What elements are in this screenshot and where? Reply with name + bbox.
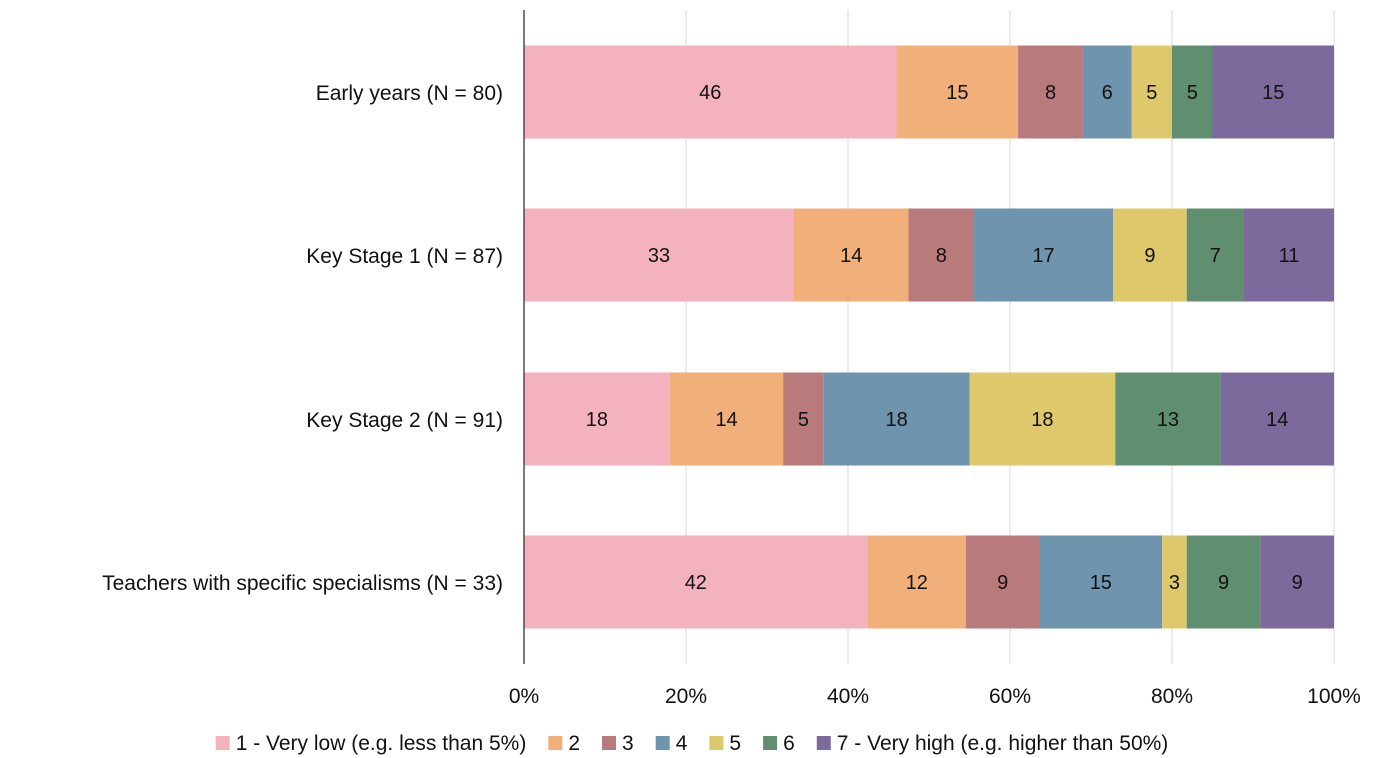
x-tick-label: 0% — [509, 685, 539, 708]
category-label: Key Stage 2 (N = 91) — [306, 409, 503, 432]
bar-segment — [524, 45, 897, 139]
legend-swatch — [655, 736, 670, 750]
legend-swatch — [816, 736, 831, 750]
data-label: 15 — [1090, 572, 1112, 594]
data-label: 9 — [1144, 245, 1155, 267]
bar-segment — [974, 208, 1114, 302]
x-tick-label: 40% — [827, 685, 869, 708]
bar-segment — [1244, 208, 1334, 302]
data-label: 5 — [798, 409, 809, 431]
data-label: 5 — [1187, 82, 1198, 104]
bar-segment — [1220, 372, 1334, 466]
legend-label: 5 — [729, 732, 741, 755]
category-label: Teachers with specific specialisms (N = … — [102, 572, 503, 595]
data-label: 18 — [885, 409, 907, 431]
data-label: 3 — [1169, 572, 1180, 594]
bar-segment — [524, 372, 670, 466]
bar-segment — [1131, 45, 1172, 139]
axis: 0% 20% 40% 60% 80% 100% — [509, 10, 1361, 708]
data-label: 33 — [648, 245, 670, 267]
x-tick-label: 20% — [665, 685, 707, 708]
data-label: 9 — [1218, 572, 1229, 594]
bar-segment — [896, 45, 1019, 139]
data-label: 14 — [1266, 409, 1288, 431]
legend-label: 6 — [783, 732, 795, 755]
bar-segment — [1172, 45, 1213, 139]
data-label: 13 — [1157, 409, 1179, 431]
category-label: Early years (N = 80) — [316, 82, 503, 105]
data-label: 14 — [840, 245, 862, 267]
data-label: 9 — [1292, 572, 1303, 594]
data-label: 15 — [1262, 82, 1284, 104]
bar-segment — [1186, 208, 1244, 302]
data-label: 14 — [715, 409, 737, 431]
bar-segment — [1260, 535, 1334, 629]
data-label: 7 — [1210, 245, 1221, 267]
data-label: 42 — [685, 572, 707, 594]
legend-label: 7 - Very high (e.g. higher than 50%) — [837, 732, 1169, 755]
category-labels: Early years (N = 80) Key Stage 1 (N = 87)… — [102, 82, 503, 595]
bar-segment — [783, 372, 824, 466]
category-label: Key Stage 1 (N = 87) — [306, 245, 503, 268]
x-tick-label: 60% — [989, 685, 1031, 708]
data-label: 11 — [1279, 245, 1300, 267]
data-label: 6 — [1102, 82, 1113, 104]
bar-segment — [1186, 535, 1261, 629]
bars: 46 15 8 6 5 5 15 33 14 8 17 9 7 11 18 14 5 18 18 13 14 42 12 9 1… — [524, 45, 1334, 629]
data-label: 9 — [997, 572, 1008, 594]
bar-segment — [1082, 45, 1132, 139]
bar-segment — [1162, 535, 1187, 629]
legend-swatch — [215, 736, 230, 750]
bar-segment — [867, 535, 966, 629]
data-label: 18 — [1031, 409, 1053, 431]
bar-segment — [1039, 535, 1163, 629]
legend-label: 4 — [676, 732, 688, 755]
bar-segment — [1115, 372, 1221, 466]
bar-segment — [1212, 45, 1334, 139]
data-label: 18 — [586, 409, 608, 431]
bar-segment — [908, 208, 974, 302]
data-label: 12 — [906, 572, 928, 594]
bar-segment — [1113, 208, 1187, 302]
legend: 1 - Very low (e.g. less than 5%) 2 3 4 5 6 7 -… — [215, 732, 1169, 755]
data-label: 17 — [1032, 245, 1054, 267]
x-tick-label: 100% — [1307, 685, 1361, 708]
bar-segment — [524, 208, 794, 302]
legend-label: 3 — [622, 732, 634, 755]
data-label: 8 — [936, 245, 947, 267]
bar-segment — [524, 535, 868, 629]
bar-segment — [965, 535, 1040, 629]
data-label: 15 — [946, 82, 968, 104]
legend-swatch — [602, 736, 617, 750]
bar-segment — [823, 372, 970, 466]
data-label: 46 — [699, 82, 721, 104]
legend-swatch — [763, 736, 778, 750]
data-label: 8 — [1045, 82, 1056, 104]
legend-label: 1 - Very low (e.g. less than 5%) — [236, 732, 527, 755]
bar-segment — [669, 372, 784, 466]
legend-swatch — [709, 736, 724, 750]
data-label: 5 — [1146, 82, 1157, 104]
x-tick-label: 80% — [1151, 685, 1193, 708]
legend-swatch — [548, 736, 563, 750]
bar-segment — [969, 372, 1116, 466]
bar-segment — [1018, 45, 1083, 139]
legend-label: 2 — [568, 732, 580, 755]
bar-segment — [794, 208, 909, 302]
